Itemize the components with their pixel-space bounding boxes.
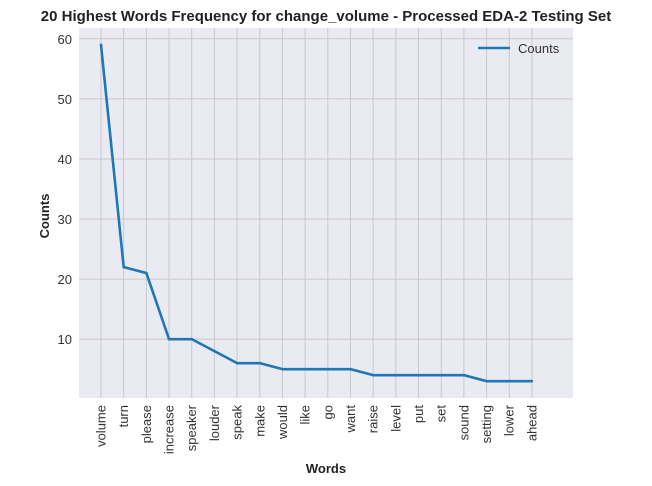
- data-point: [439, 373, 443, 377]
- data-point: [213, 349, 216, 353]
- legend-label-counts: Counts: [518, 41, 560, 56]
- data-point: [303, 367, 307, 371]
- chart-title: 20 Highest Words Frequency for change_vo…: [41, 8, 611, 25]
- grid: [79, 28, 573, 398]
- y-tick-label: 10: [58, 332, 72, 347]
- x-tick-label: put: [411, 405, 426, 423]
- data-point: [485, 379, 488, 383]
- x-tick-label: ahead: [524, 405, 539, 441]
- x-tick-label: setting: [479, 405, 494, 443]
- x-tick-label: go: [320, 405, 335, 419]
- x-tick-label: speak: [230, 405, 245, 440]
- x-tick-label: level: [388, 405, 403, 432]
- x-tick-label: turn: [116, 405, 131, 427]
- x-tick-label: volume: [94, 405, 109, 447]
- x-tick-label: raise: [366, 405, 381, 433]
- y-tick-labels: 10 20 30 40 50 60: [58, 32, 72, 347]
- y-tick-label: 30: [58, 212, 72, 227]
- x-tick-labels: volume turn please increase speaker louder spe…: [94, 404, 540, 454]
- data-point: [122, 265, 125, 269]
- series-line-counts: [99, 44, 532, 383]
- x-tick-label: want: [343, 405, 358, 434]
- y-tick-label: 40: [58, 152, 72, 167]
- data-points: [99, 43, 534, 383]
- x-tick-label: would: [275, 405, 290, 440]
- x-tick-label: louder: [207, 404, 222, 441]
- data-point: [371, 373, 375, 377]
- x-tick-label: set: [434, 405, 449, 423]
- data-point: [530, 379, 534, 383]
- y-tick-label: 20: [58, 272, 72, 287]
- data-point: [145, 271, 148, 275]
- y-tick-label: 50: [58, 92, 72, 107]
- data-point: [326, 367, 330, 371]
- data-point: [417, 373, 420, 377]
- data-point: [258, 361, 262, 365]
- data-point: [349, 367, 352, 371]
- plot-area: [79, 28, 573, 398]
- x-tick-label: speaker: [184, 404, 199, 451]
- data-point: [167, 337, 171, 341]
- legend: Counts: [478, 41, 560, 56]
- data-point: [462, 373, 466, 377]
- data-point: [507, 379, 511, 383]
- data-point: [235, 361, 239, 365]
- x-tick-label: please: [139, 405, 154, 443]
- x-tick-label: sound: [456, 405, 471, 440]
- x-tick-label: make: [252, 405, 267, 437]
- y-axis-label: Counts: [37, 194, 52, 239]
- data-point: [281, 367, 284, 371]
- data-point: [190, 337, 194, 341]
- y-tick-label: 60: [58, 32, 72, 47]
- data-point: [99, 43, 103, 47]
- data-point: [394, 373, 398, 377]
- x-tick-label: lower: [502, 404, 517, 436]
- x-tick-label: like: [298, 405, 313, 425]
- x-tick-label: increase: [162, 405, 177, 454]
- x-axis-label: Words: [306, 461, 346, 476]
